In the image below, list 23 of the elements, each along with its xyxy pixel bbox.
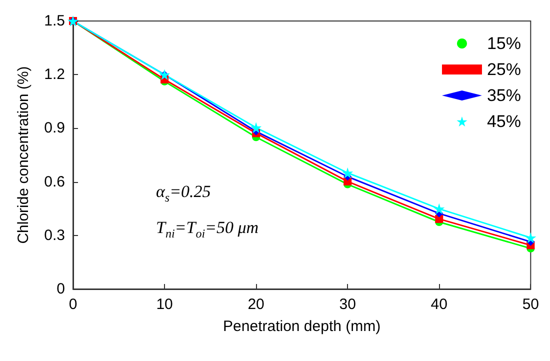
y-tick-label: 1.5 [44,12,65,30]
legend-label: 15% [486,34,522,53]
legend-label: 35% [486,86,522,105]
point [342,167,354,178]
point [250,122,262,134]
y-tick-label: 0.9 [44,120,65,137]
x-axis-title: Penetration depth (mm) [223,318,381,335]
x-tick-label: 20 [248,296,264,313]
y-tick-label: 0.3 [44,226,65,244]
x-tick-label: 30 [339,296,356,313]
point [435,214,444,223]
x-tick-label: 10 [156,296,173,313]
legend-label: 25% [486,60,522,79]
x-tick-label: 0 [68,296,78,313]
legend-label: 45% [486,112,522,131]
y-tick-label: 1.2 [44,66,65,84]
y-tick-label: 0 [56,280,65,298]
y-tick-label: 0.6 [44,173,65,190]
point [525,232,536,244]
x-tick-label: 40 [430,296,448,313]
x-tick-label: 50 [522,296,539,313]
y-axis-title: Chloride concentration (%) [15,66,32,244]
point [434,203,445,214]
